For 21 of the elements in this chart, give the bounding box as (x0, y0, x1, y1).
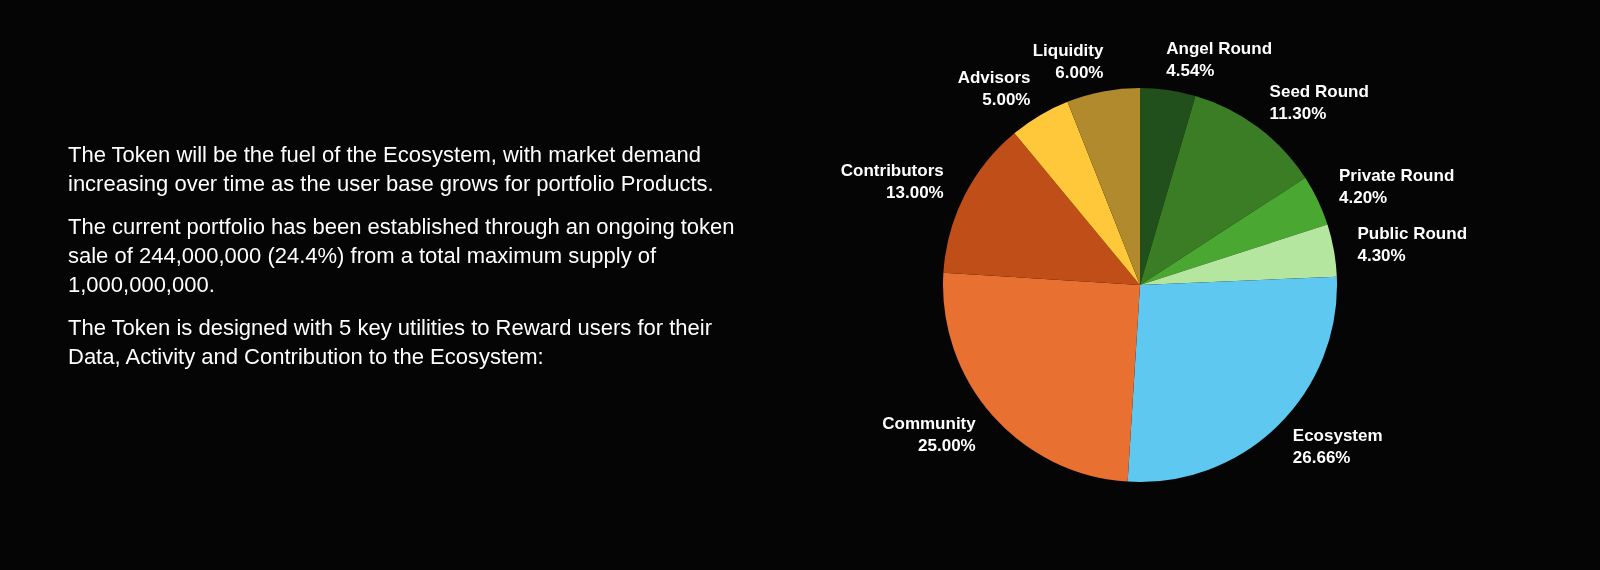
slice-label: Contributors (840, 160, 944, 180)
slice-label: Public Round (1357, 223, 1468, 243)
slice-label: Liquidity (1032, 40, 1104, 60)
slice-label: Advisors (957, 68, 1031, 88)
slice-label: Community (882, 413, 977, 433)
slice-label: Ecosystem (1292, 425, 1383, 445)
data-label: 26.66% (1292, 447, 1351, 467)
data-label: 13.00% (886, 182, 944, 202)
data-label: 25.00% (918, 435, 976, 455)
slice-label: Seed Round (1269, 81, 1369, 101)
data-label: 11.30% (1269, 103, 1327, 123)
text: The Token is designed with 5 key utilities to Reward users for their Data, Activity and Contribution to the Ecosystem: (68, 314, 713, 371)
data-label: 4.20% (1339, 188, 1388, 208)
data-label: 4.54% (1166, 60, 1215, 80)
data-label: 5.00% (982, 90, 1031, 110)
slice-label: Angel Round (1166, 38, 1273, 58)
text: The current portfolio has been established through an ongoing token sale of 244,000,000 (24.4%) from a total maximum supply of 1,000,000,000. (68, 213, 736, 299)
slice-label: Private Round (1339, 166, 1455, 186)
data-label: 6.00% (1055, 62, 1104, 82)
text: The Token will be the fuel of the Ecosystem, with market demand increasing over time as the user base grows for portfolio Products. (68, 141, 715, 198)
data-label: 4.30% (1357, 245, 1406, 265)
